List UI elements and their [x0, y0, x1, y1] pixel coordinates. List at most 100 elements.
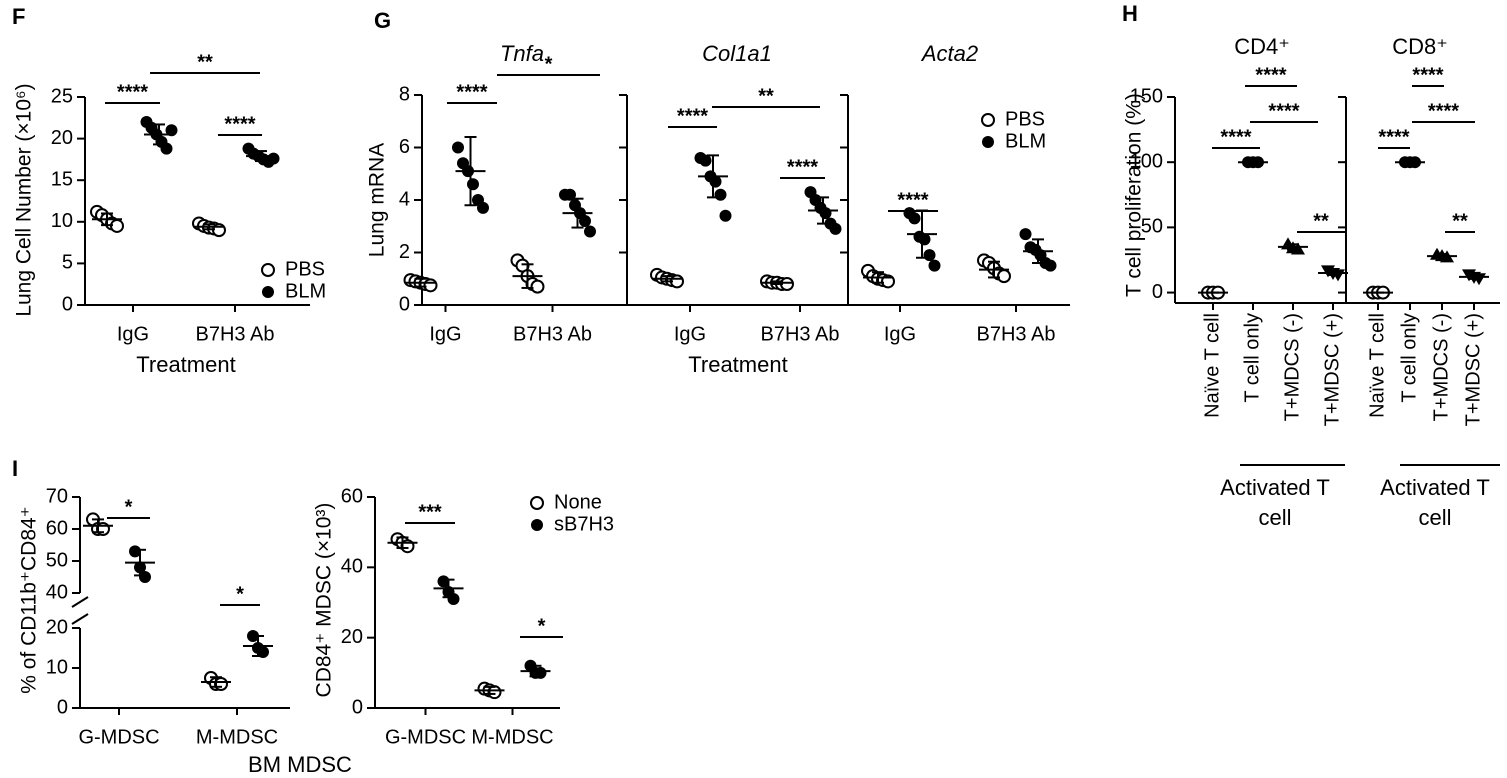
panel-title: CD8⁺ — [1392, 34, 1448, 59]
legend-label: BLM — [1005, 130, 1046, 152]
y-tick-label: 70 — [46, 485, 68, 507]
y-tick-label: 60 — [341, 485, 363, 507]
significance-label: * — [538, 615, 546, 637]
y-tick-label: 6 — [399, 136, 410, 158]
panel-label: H — [1122, 1, 1138, 26]
legend-marker — [262, 286, 274, 298]
x-tick-label: G-MDSC — [385, 726, 466, 748]
data-point — [139, 571, 151, 583]
significance-label: **** — [1378, 126, 1409, 148]
y-axis-label: Lung mRNA — [366, 143, 389, 257]
x-tick-label: IgG — [884, 323, 916, 345]
x-tick-label: T cell only — [1241, 313, 1263, 403]
y-tick-label: 2 — [399, 241, 410, 263]
y-tick-label: 20 — [341, 626, 363, 648]
data-point — [923, 249, 936, 262]
x-tick-label: T+MDCS (-) — [1281, 313, 1303, 421]
y-tick-label: 50 — [46, 549, 68, 571]
x-tick-label: T+MDSC (+) — [1462, 313, 1484, 426]
x-tick-label: B7H3 Ab — [513, 323, 592, 345]
data-point — [719, 209, 732, 222]
legend-label: BLM — [285, 280, 326, 302]
x-tick-label: Naïve T cell — [1201, 313, 1223, 418]
y-tick-label: 4 — [399, 188, 410, 210]
y-axis-label: % of CD11b⁺CD84⁺ — [18, 506, 41, 694]
y-tick-label: 5 — [62, 252, 73, 274]
y-tick-label: 0 — [399, 293, 410, 315]
significance-label: **** — [1428, 100, 1459, 122]
data-point — [160, 142, 173, 155]
panel-label: G — [374, 8, 391, 33]
legend-marker — [982, 136, 994, 148]
panel-title: Tnfa — [500, 41, 544, 66]
y-tick-label: 15 — [51, 168, 73, 190]
significance-label: ** — [1313, 210, 1329, 232]
x-tick-label: Naïve T cell — [1366, 313, 1388, 418]
significance-label: **** — [1412, 64, 1443, 86]
legend-label: None — [554, 491, 602, 513]
legend-label: PBS — [285, 258, 325, 280]
significance-label: **** — [224, 113, 255, 135]
y-tick-label: 10 — [46, 656, 68, 678]
x-tick-label: T+MDSC (+) — [1321, 313, 1343, 426]
panel-label: I — [12, 456, 18, 481]
significance-label: * — [236, 583, 244, 605]
y-tick-label: 20 — [46, 616, 68, 638]
data-point — [714, 188, 727, 201]
significance-label: **** — [677, 105, 708, 127]
data-point — [165, 124, 178, 137]
significance-label: ** — [758, 85, 774, 107]
y-tick-label: 60 — [46, 517, 68, 539]
legend-label: sB7H3 — [554, 513, 614, 535]
x-axis-label: Treatment — [136, 352, 235, 377]
data-point — [437, 575, 450, 588]
x-tick-label: G-MDSC — [78, 726, 159, 748]
data-point — [1044, 259, 1057, 272]
data-point — [530, 279, 545, 294]
significance-label: **** — [117, 81, 148, 103]
data-point — [928, 259, 941, 272]
y-tick-label: 0 — [57, 696, 68, 718]
group-label: Activated T cell — [1380, 475, 1490, 530]
legend-marker — [261, 263, 275, 277]
y-tick-label: 150 — [1130, 85, 1163, 107]
significance-label: **** — [1268, 100, 1299, 122]
significance-label: **** — [1220, 126, 1251, 148]
y-tick-label: 50 — [1141, 216, 1163, 238]
data-point — [447, 592, 460, 605]
significance-label: * — [125, 496, 133, 518]
group-label-box: Activated T cell — [1380, 475, 1490, 530]
significance-label: ** — [197, 51, 213, 73]
y-tick-label: 40 — [341, 556, 363, 578]
panel-title: Col1a1 — [702, 41, 772, 66]
y-tick-label: 0 — [352, 696, 363, 718]
significance-label: ** — [1452, 210, 1468, 232]
significance-label: **** — [787, 156, 818, 178]
x-tick-label: B7H3 Ab — [761, 323, 840, 345]
y-tick-label: 8 — [399, 83, 410, 105]
data-point — [918, 233, 931, 246]
y-tick-label: 0 — [1152, 281, 1163, 303]
x-tick-label: IgG — [117, 323, 149, 345]
y-tick-label: 10 — [51, 210, 73, 232]
data-point — [477, 201, 489, 214]
y-tick-label: 20 — [51, 127, 73, 149]
x-tick-label: B7H3 Ab — [977, 323, 1056, 345]
data-point — [584, 225, 596, 238]
y-axis-label: Lung Cell Number (×10⁶) — [13, 83, 36, 316]
x-tick-label: M-MDSC — [471, 726, 553, 748]
y-axis-label: T cell proliferation (%) — [1123, 93, 1146, 297]
panel-label: F — [12, 4, 25, 29]
legend-marker — [530, 496, 544, 510]
x-tick-label: M-MDSC — [196, 726, 278, 748]
data-point — [908, 212, 921, 225]
significance-label: **** — [456, 81, 487, 103]
data-point — [267, 152, 280, 165]
data-point — [709, 175, 722, 188]
y-tick-label: 0 — [62, 293, 73, 315]
axis-break — [71, 613, 89, 625]
x-tick-label: T+MDCS (-) — [1430, 313, 1452, 421]
data-point — [467, 178, 479, 191]
